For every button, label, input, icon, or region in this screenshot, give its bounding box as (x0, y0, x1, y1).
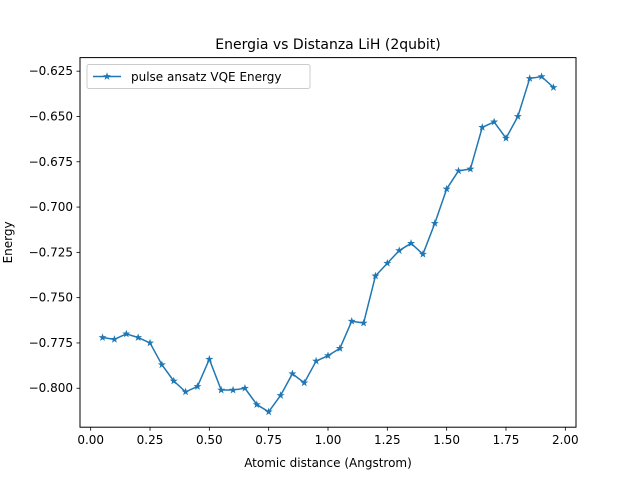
x-tick-label: 0.25 (137, 433, 164, 447)
data-point (466, 164, 475, 173)
x-tick-label: 0.00 (77, 433, 104, 447)
data-point (442, 184, 451, 193)
data-point (146, 338, 154, 347)
data-point (205, 355, 214, 363)
x-tick-label: 2.00 (552, 433, 579, 447)
data-point (169, 376, 178, 385)
chart-title: Energia vs Distanza LiH (2qubit) (215, 37, 440, 53)
data-point (407, 239, 416, 247)
legend-star-marker (103, 72, 111, 80)
y-tick-label: −0.750 (29, 291, 73, 305)
data-point (513, 112, 522, 120)
data-point (418, 249, 427, 258)
x-tick-label: 0.50 (196, 433, 223, 447)
axis-ticks: 0.00 0.25 0.50 0.75 1.00 1.25 1.50 1.75 2.00 −0.8… (29, 64, 579, 447)
data-point (395, 246, 404, 254)
data-point (478, 123, 487, 131)
x-tick-label: 1.50 (433, 433, 460, 447)
y-tick-label: −0.800 (29, 381, 73, 395)
data-point (359, 318, 368, 327)
x-tick-label: 0.75 (255, 433, 282, 447)
x-tick-label: 1.00 (315, 433, 342, 447)
data-point (549, 83, 558, 91)
axes-frame (79, 57, 577, 428)
data-point (276, 391, 285, 399)
data-point (122, 329, 131, 338)
data-point (264, 407, 273, 416)
y-tick-label: −0.675 (29, 155, 73, 169)
data-point (193, 382, 202, 390)
y-tick-label: −0.700 (29, 200, 73, 214)
legend: pulse ansatz VQE Energy (86, 64, 311, 89)
data-point (490, 117, 499, 126)
data-point (229, 385, 238, 394)
data-point (288, 369, 297, 378)
data-point (300, 378, 309, 387)
data-point (157, 360, 166, 369)
x-axis-label: Atomic distance (Angstrom) (244, 456, 412, 470)
data-point (430, 219, 439, 227)
data-point (347, 317, 356, 325)
data-point (502, 134, 510, 142)
legend-box (86, 64, 311, 89)
data-point (240, 384, 249, 392)
y-tick-label: −0.625 (29, 64, 73, 78)
y-axis-label: Energy (1, 221, 15, 263)
data-point (335, 344, 344, 352)
data-point (312, 356, 321, 365)
legend-label: pulse ansatz VQE Energy (131, 70, 281, 84)
plot-area (98, 72, 558, 416)
data-point (454, 166, 463, 175)
data-point (252, 400, 261, 408)
y-tick-label: −0.775 (29, 336, 73, 350)
data-point (217, 385, 226, 394)
data-point (525, 74, 534, 82)
data-point (371, 271, 380, 280)
data-point (110, 335, 119, 343)
data-point (134, 333, 143, 341)
data-point (383, 259, 392, 267)
data-point (324, 351, 332, 360)
y-tick-label: −0.650 (29, 109, 73, 123)
data-point (181, 387, 190, 396)
y-tick-label: −0.725 (29, 245, 73, 259)
x-tick-label: 1.25 (374, 433, 401, 447)
data-point (98, 333, 107, 341)
x-tick-label: 1.75 (493, 433, 520, 447)
data-point (537, 72, 546, 81)
